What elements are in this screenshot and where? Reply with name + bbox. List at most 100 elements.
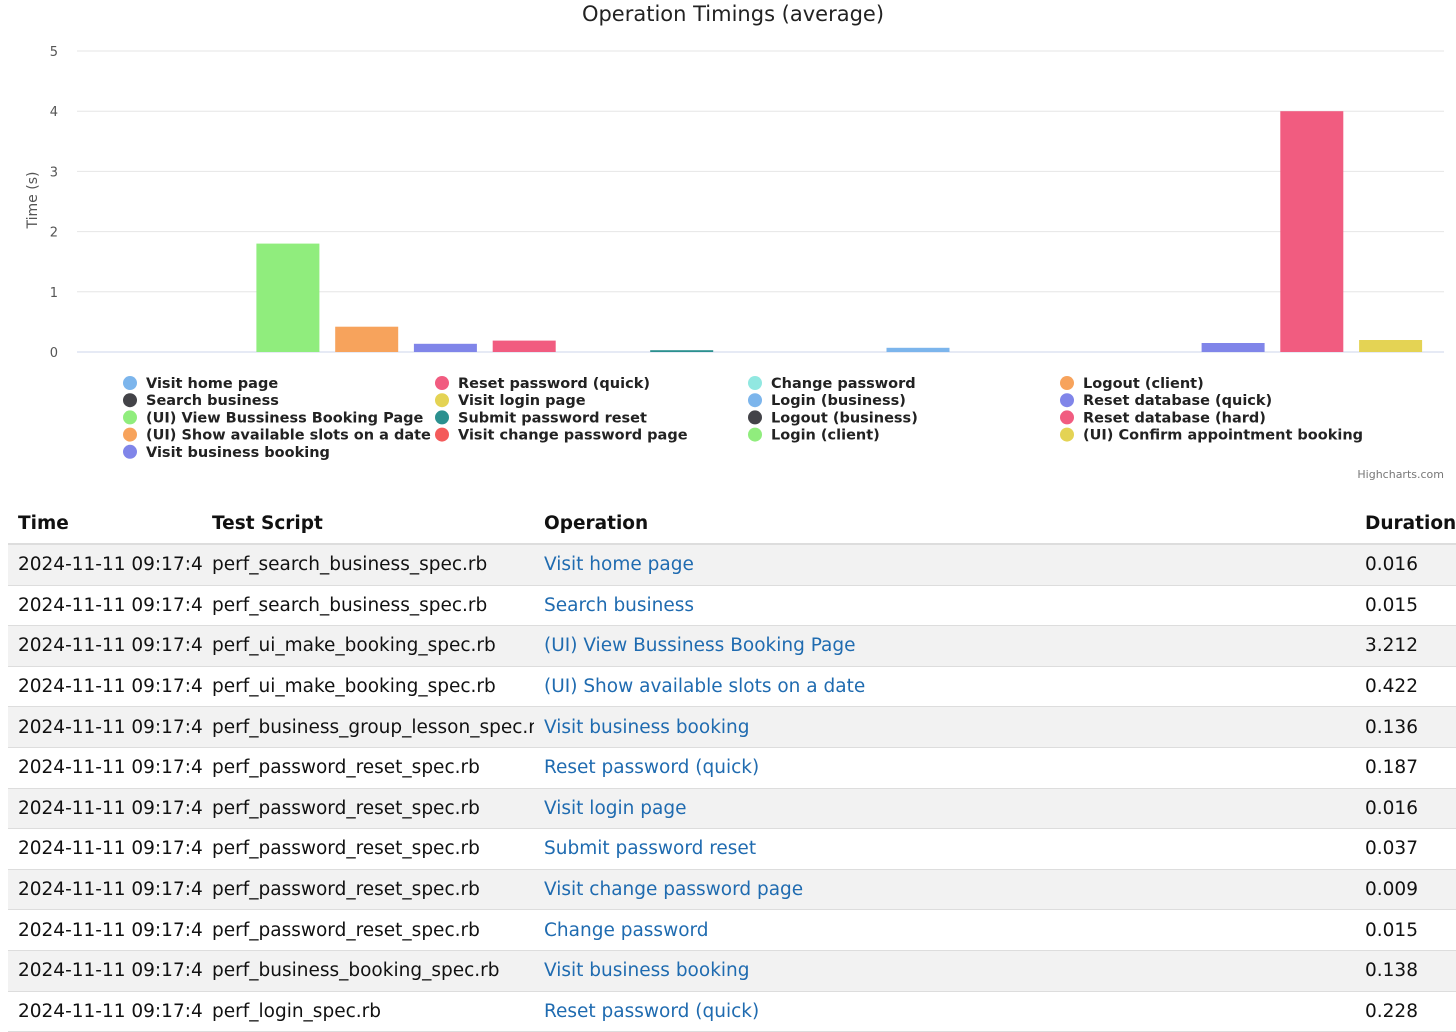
results-table: Time Test Script Operation Duration 2024… xyxy=(8,503,1456,1032)
cell-time: 2024-11-11 09:17:42 xyxy=(8,585,202,627)
legend-item[interactable]: (UI) View Bussiness Booking Page xyxy=(123,410,423,426)
legend-symbol xyxy=(1060,410,1074,425)
legend-symbol xyxy=(123,410,137,425)
bar[interactable] xyxy=(256,243,320,352)
legend-symbol xyxy=(123,376,137,390)
cell-duration: 0.187 xyxy=(1355,747,1456,789)
bar[interactable] xyxy=(1280,111,1344,352)
bar[interactable] xyxy=(650,350,714,352)
table-row: 2024-11-11 09:17:42 perf_password_reset_s… xyxy=(8,828,1456,870)
operation-link[interactable]: Visit business booking xyxy=(544,960,750,982)
bar[interactable] xyxy=(886,347,950,352)
legend-item[interactable]: Visit login page xyxy=(435,393,586,409)
legend-item[interactable]: Logout (business) xyxy=(748,410,918,426)
cell-time: 2024-11-11 09:17:42 xyxy=(8,706,202,748)
header-duration: Duration xyxy=(1355,503,1456,545)
cell-operation: Change password xyxy=(534,909,1355,951)
table-body: 2024-11-11 09:17:42 perf_search_business_… xyxy=(8,544,1456,1032)
operation-link[interactable]: Visit business booking xyxy=(544,716,750,738)
legend-label: (UI) Show available slots on a date xyxy=(146,428,431,444)
table-row: 2024-11-11 09:17:42 perf_search_business_… xyxy=(8,585,1456,627)
operation-link[interactable]: Search business xyxy=(544,594,695,616)
legend-label: (UI) View Bussiness Booking Page xyxy=(146,410,423,426)
cell-time: 2024-11-11 09:17:42 xyxy=(8,991,202,1032)
operation-link[interactable]: (UI) Show available slots on a date xyxy=(544,676,866,698)
operation-link[interactable]: Change password xyxy=(544,919,709,941)
legend-symbol xyxy=(435,410,449,425)
cell-duration: 0.016 xyxy=(1355,788,1456,830)
cell-duration: 0.016 xyxy=(1355,544,1456,586)
table-row: 2024-11-11 09:17:42 perf_password_reset_s… xyxy=(8,909,1456,951)
operation-link[interactable]: Reset password (quick) xyxy=(544,1000,760,1022)
cell-duration: 0.138 xyxy=(1355,950,1456,992)
legend-item[interactable]: Visit change password page xyxy=(435,427,688,444)
y-axis-ticks: 0 1 2 3 4 5 xyxy=(50,45,58,361)
table-row: 2024-11-11 09:17:42 perf_business_booking… xyxy=(8,950,1456,992)
bar[interactable] xyxy=(492,340,556,352)
bar[interactable] xyxy=(1359,340,1423,352)
legend-label: Reset database (hard) xyxy=(1083,410,1266,426)
operation-link[interactable]: Visit login page xyxy=(544,797,687,819)
operation-link[interactable]: Submit password reset xyxy=(544,838,757,860)
table-row: 2024-11-11 09:17:42 perf_ui_make_booking_… xyxy=(8,666,1456,708)
cell-time: 2024-11-11 09:17:42 xyxy=(8,869,202,911)
cell-time: 2024-11-11 09:17:42 xyxy=(8,788,202,830)
operation-link[interactable]: Visit change password page xyxy=(544,879,804,901)
legend-label: Change password xyxy=(771,376,916,392)
cell-test-script: perf_password_reset_spec.rb xyxy=(202,747,534,789)
bar[interactable] xyxy=(413,343,477,352)
legend-item[interactable]: Change password xyxy=(748,376,916,392)
cell-operation: Visit change password page xyxy=(534,869,1355,911)
cell-operation: (UI) View Bussiness Booking Page xyxy=(534,625,1355,667)
cell-test-script: perf_search_business_spec.rb xyxy=(202,544,534,586)
legend-label: Visit business booking xyxy=(146,445,330,461)
legend-item[interactable]: Submit password reset xyxy=(435,410,647,426)
cell-time: 2024-11-11 09:17:42 xyxy=(8,950,202,992)
legend-symbol xyxy=(123,444,137,459)
legend-symbol xyxy=(748,427,762,442)
legend-item[interactable]: Search business xyxy=(123,393,279,409)
legend-item[interactable]: Reset password (quick) xyxy=(435,376,650,392)
cell-duration: 0.136 xyxy=(1355,706,1456,748)
bar[interactable] xyxy=(1201,343,1265,352)
table-row: 2024-11-11 09:17:42 perf_password_reset_s… xyxy=(8,869,1456,911)
legend-item[interactable]: Login (client) xyxy=(748,427,880,444)
legend-label: Visit login page xyxy=(458,393,586,409)
legend-item[interactable]: (UI) Confirm appointment booking xyxy=(1060,427,1363,444)
legend-item[interactable]: Visit home page xyxy=(123,376,278,392)
legend-symbol xyxy=(1060,376,1074,390)
legend-item[interactable]: Logout (client) xyxy=(1060,376,1204,392)
operation-link[interactable]: Reset password (quick) xyxy=(544,757,760,779)
legend-item[interactable]: (UI) Show available slots on a date xyxy=(123,427,431,444)
cell-time: 2024-11-11 09:17:42 xyxy=(8,544,202,586)
legend-label: Reset password (quick) xyxy=(458,376,650,392)
cell-operation: Search business xyxy=(534,585,1355,627)
highcharts-credits-link[interactable]: Highcharts.com xyxy=(1357,468,1444,481)
y-tick-label: 2 xyxy=(50,226,58,241)
legend-symbol xyxy=(1060,393,1074,408)
legend-item[interactable]: Login (business) xyxy=(748,393,906,409)
header-time: Time xyxy=(8,503,202,545)
table-row: 2024-11-11 09:17:42 perf_login_spec.rb Res… xyxy=(8,991,1456,1032)
y-tick-label: 4 xyxy=(50,105,58,120)
bar[interactable] xyxy=(335,326,399,352)
operation-link[interactable]: (UI) View Bussiness Booking Page xyxy=(544,635,856,657)
legend-symbol xyxy=(123,393,137,408)
cell-operation: Visit business booking xyxy=(534,950,1355,992)
legend-item[interactable]: Reset database (quick) xyxy=(1060,393,1272,409)
legend-symbol xyxy=(435,393,449,408)
cell-duration: 0.015 xyxy=(1355,585,1456,627)
cell-test-script: perf_ui_make_booking_spec.rb xyxy=(202,666,534,708)
cell-duration: 0.009 xyxy=(1355,869,1456,911)
operation-link[interactable]: Visit home page xyxy=(544,554,694,576)
table-header-row: Time Test Script Operation Duration xyxy=(8,503,1456,545)
cell-time: 2024-11-11 09:17:42 xyxy=(8,828,202,870)
legend-item[interactable]: Visit business booking xyxy=(123,444,330,461)
cell-time: 2024-11-11 09:17:42 xyxy=(8,666,202,708)
cell-duration: 3.212 xyxy=(1355,625,1456,667)
cell-test-script: perf_password_reset_spec.rb xyxy=(202,869,534,911)
cell-time: 2024-11-11 09:17:42 xyxy=(8,747,202,789)
legend-item[interactable]: Reset database (hard) xyxy=(1060,410,1266,426)
y-axis-title: Time (s) xyxy=(25,172,41,230)
